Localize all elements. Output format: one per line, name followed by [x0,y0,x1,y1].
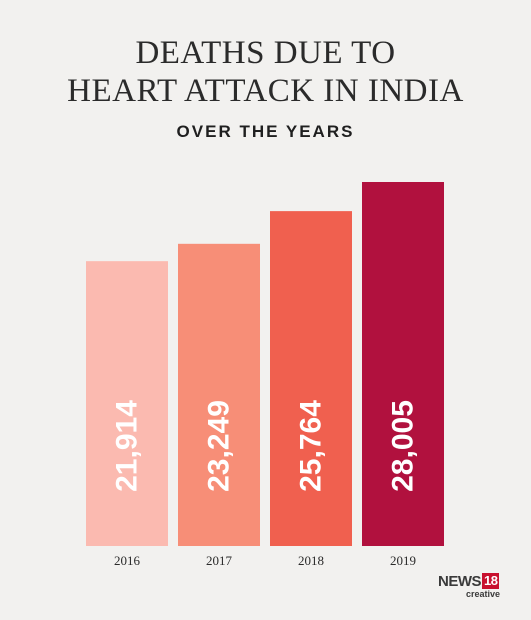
chart-title-line-1: DEATHS DUE TO [135,35,396,71]
logo-brand: NEWS 18 [438,573,500,591]
chart-title: DEATHS DUE TO HEART ATTACK IN INDIA [0,34,531,110]
bar-2019 [362,182,444,546]
logo-brand-text: NEWS [438,573,482,590]
chart-title-line-2: HEART ATTACK IN INDIA [67,73,464,109]
chart-subtitle: OVER THE YEARS [176,122,355,141]
bar-2018 [270,211,352,546]
bar-value-label-2016: 21,914 [111,400,144,492]
news18-logo: NEWS 18 creative [438,573,500,603]
bar-value-label-2018: 25,764 [295,400,328,492]
bar-value-label-2019: 28,005 [387,400,420,492]
logo-tagline: creative [465,589,500,599]
category-label-2017: 2017 [206,553,233,568]
category-label-2016: 2016 [114,553,141,568]
bar-value-label-2017: 23,249 [203,400,236,492]
logo-number: 18 [482,573,500,589]
bar-2017 [178,243,260,546]
category-label-2019: 2019 [390,553,416,568]
category-label-2018: 2018 [298,553,324,568]
bar-2016 [86,261,168,546]
